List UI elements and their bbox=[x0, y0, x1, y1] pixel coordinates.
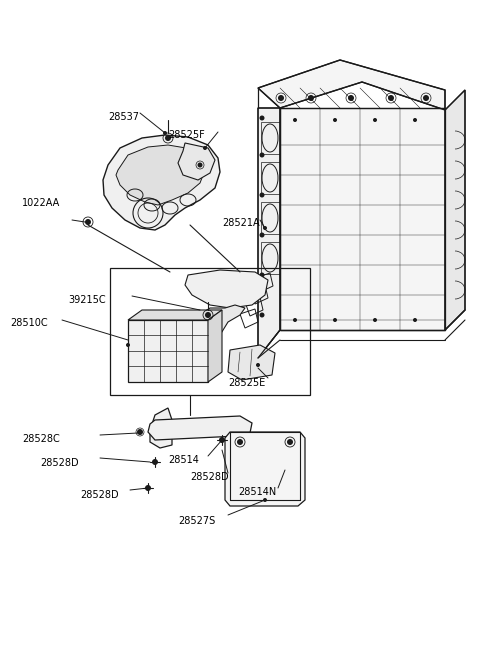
Circle shape bbox=[308, 95, 314, 101]
Circle shape bbox=[85, 219, 91, 225]
Polygon shape bbox=[445, 90, 465, 330]
Circle shape bbox=[260, 192, 264, 197]
Circle shape bbox=[293, 118, 297, 122]
Text: 28525F: 28525F bbox=[168, 130, 205, 140]
Polygon shape bbox=[228, 345, 275, 380]
Circle shape bbox=[197, 163, 203, 167]
Circle shape bbox=[293, 318, 297, 322]
Text: 28528C: 28528C bbox=[22, 434, 60, 444]
Polygon shape bbox=[178, 143, 215, 180]
Circle shape bbox=[145, 485, 151, 491]
Polygon shape bbox=[258, 108, 280, 358]
Circle shape bbox=[373, 318, 377, 322]
Circle shape bbox=[256, 363, 260, 367]
Text: 28528D: 28528D bbox=[190, 472, 228, 482]
Circle shape bbox=[333, 118, 337, 122]
Circle shape bbox=[333, 318, 337, 322]
Polygon shape bbox=[280, 108, 445, 330]
Polygon shape bbox=[103, 135, 220, 230]
Circle shape bbox=[237, 439, 243, 445]
Circle shape bbox=[260, 272, 264, 277]
Circle shape bbox=[205, 312, 211, 318]
Polygon shape bbox=[150, 408, 172, 448]
Circle shape bbox=[348, 95, 354, 101]
Polygon shape bbox=[128, 320, 208, 382]
Circle shape bbox=[126, 343, 130, 347]
Polygon shape bbox=[225, 432, 305, 506]
Text: 28514: 28514 bbox=[168, 455, 199, 465]
Circle shape bbox=[206, 313, 210, 317]
Circle shape bbox=[153, 460, 157, 464]
Circle shape bbox=[413, 318, 417, 322]
Text: 39215C: 39215C bbox=[68, 295, 106, 305]
Circle shape bbox=[260, 152, 264, 157]
Text: 28537: 28537 bbox=[108, 112, 139, 122]
Circle shape bbox=[260, 312, 264, 318]
Circle shape bbox=[138, 430, 142, 434]
Text: 28527S: 28527S bbox=[178, 516, 215, 526]
Polygon shape bbox=[116, 145, 205, 205]
Circle shape bbox=[423, 95, 429, 101]
Polygon shape bbox=[258, 60, 445, 110]
Circle shape bbox=[278, 95, 284, 101]
Circle shape bbox=[263, 226, 267, 230]
Circle shape bbox=[137, 429, 143, 435]
Circle shape bbox=[263, 498, 267, 502]
Text: 28510C: 28510C bbox=[10, 318, 48, 328]
Circle shape bbox=[86, 220, 90, 224]
Circle shape bbox=[220, 438, 224, 442]
Circle shape bbox=[219, 437, 225, 443]
Circle shape bbox=[388, 95, 394, 101]
Polygon shape bbox=[185, 270, 268, 308]
Circle shape bbox=[287, 439, 293, 445]
Text: 28514N: 28514N bbox=[238, 487, 276, 497]
Circle shape bbox=[163, 131, 167, 135]
Circle shape bbox=[146, 486, 150, 490]
Polygon shape bbox=[183, 305, 245, 360]
Polygon shape bbox=[148, 416, 252, 440]
Circle shape bbox=[152, 459, 158, 465]
Circle shape bbox=[260, 232, 264, 237]
Circle shape bbox=[165, 135, 171, 141]
Text: 28528D: 28528D bbox=[40, 458, 79, 468]
Text: 1022AA: 1022AA bbox=[22, 198, 60, 208]
Text: 28525E: 28525E bbox=[228, 378, 265, 388]
Text: 28528D: 28528D bbox=[80, 490, 119, 500]
Polygon shape bbox=[128, 310, 222, 320]
Text: 28521A: 28521A bbox=[222, 218, 260, 228]
Polygon shape bbox=[208, 310, 222, 382]
Circle shape bbox=[373, 118, 377, 122]
Circle shape bbox=[203, 146, 207, 150]
Circle shape bbox=[260, 115, 264, 121]
Circle shape bbox=[413, 118, 417, 122]
